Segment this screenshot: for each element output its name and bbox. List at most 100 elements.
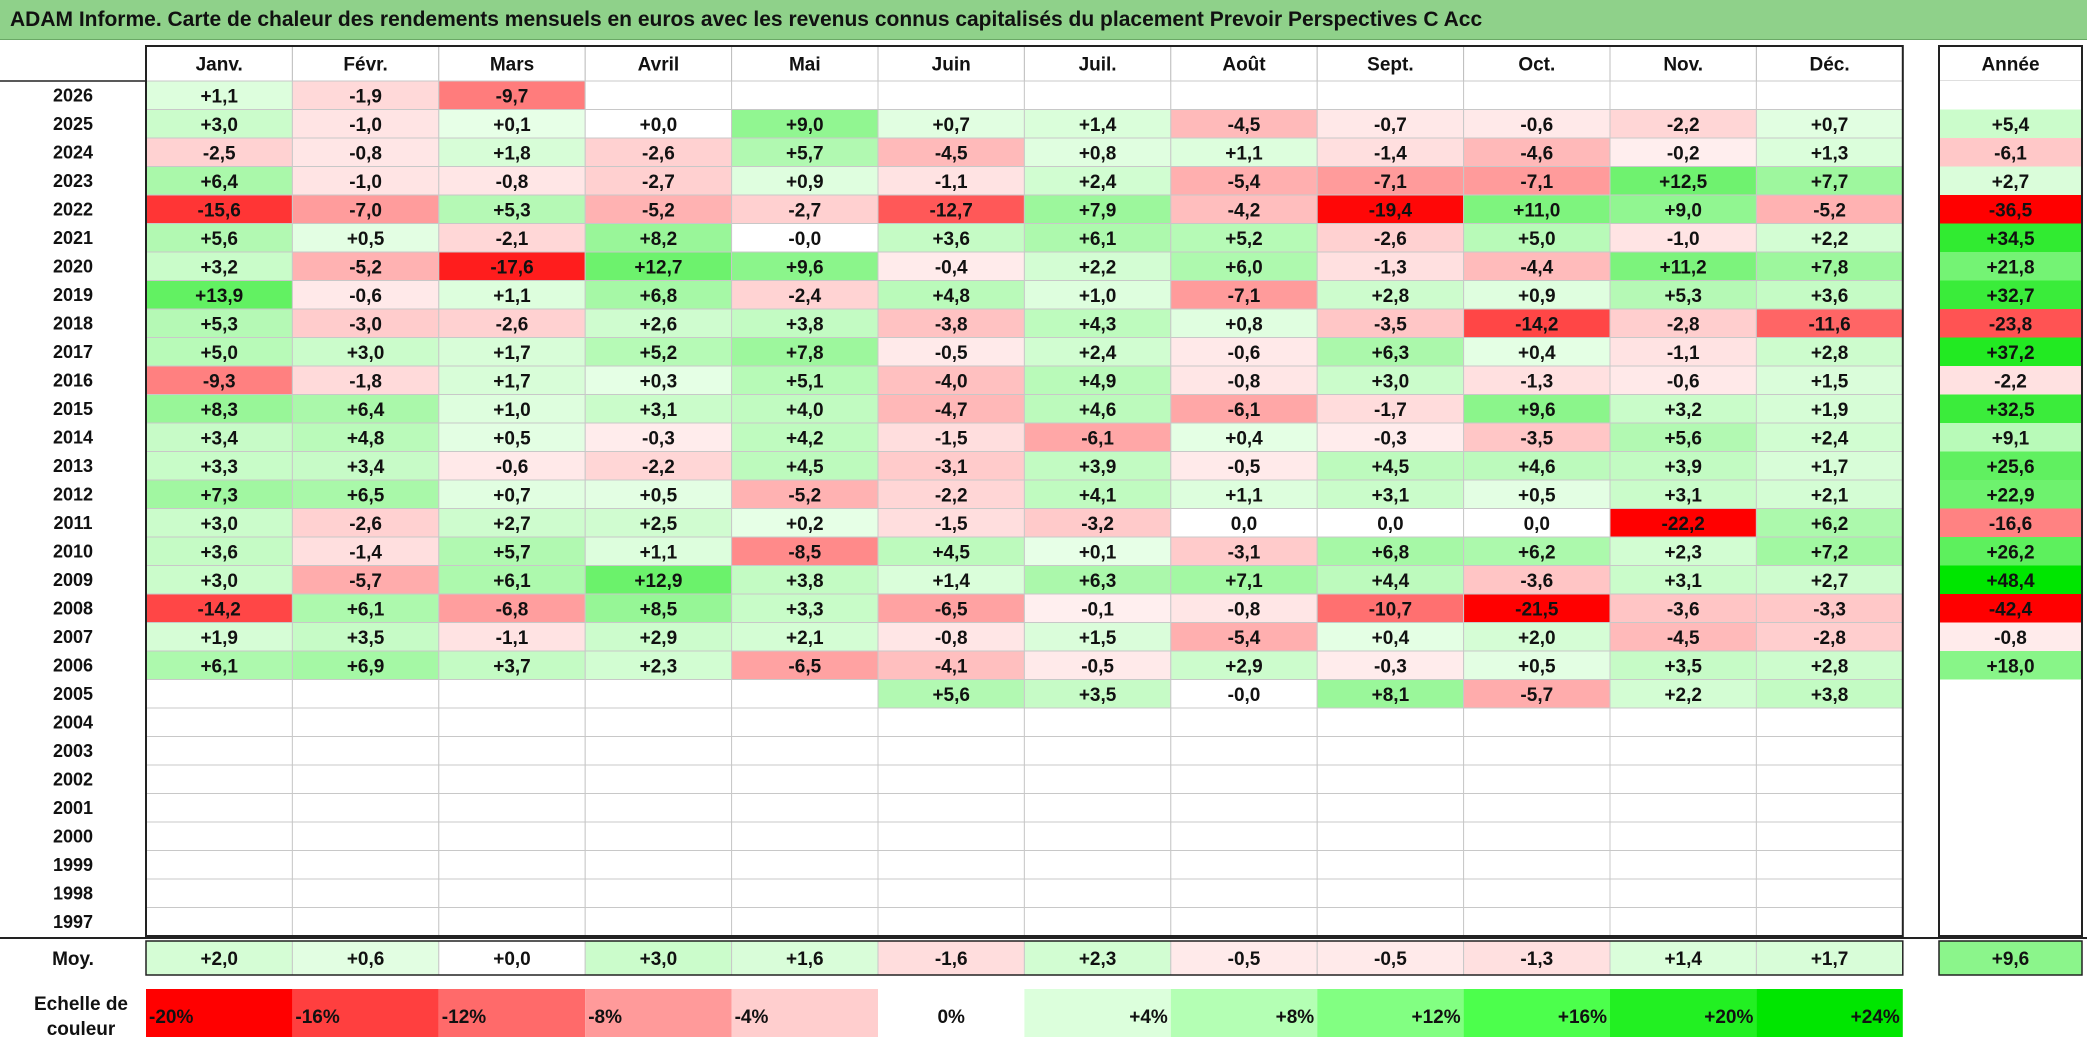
average-cell <box>877 940 1025 976</box>
heatmap-cell <box>1609 565 1757 595</box>
heatmap-cell <box>1023 479 1172 509</box>
heatmap-cell <box>1463 194 1611 224</box>
heatmap-cell <box>1609 137 1757 167</box>
heatmap-cell <box>291 679 440 709</box>
heatmap-cell <box>291 422 440 452</box>
heatmap-cell <box>1316 337 1465 367</box>
heatmap-cell <box>1170 878 1318 908</box>
annual-value: +26,2 <box>1986 542 2034 563</box>
month-header: Févr. <box>343 55 387 76</box>
scale-swatch <box>1463 989 1610 1037</box>
heatmap-cell <box>584 565 733 595</box>
heatmap-cell <box>291 365 440 395</box>
heatmap-cell <box>145 194 293 224</box>
heatmap-cell <box>877 850 1025 880</box>
cell-value: +4,5 <box>1372 457 1410 478</box>
cell-value: +3,8 <box>786 314 824 335</box>
cell-value: +7,9 <box>1079 200 1117 221</box>
heatmap-cell <box>1023 365 1172 395</box>
cell-value: -1,4 <box>349 542 382 563</box>
year-label: 2001 <box>53 798 93 818</box>
heatmap-cell <box>1316 280 1465 310</box>
cell-value: +3,6 <box>200 542 238 563</box>
cell-value: +0,5 <box>493 428 531 449</box>
heatmap-cell <box>1170 422 1318 452</box>
month-header-cell <box>1023 45 1172 82</box>
heatmap-cell <box>1463 622 1611 652</box>
heatmap-cell <box>145 907 293 937</box>
heatmap-cell <box>1755 508 1904 538</box>
cell-value: -2,6 <box>349 514 382 535</box>
annual-value: +32,5 <box>1986 400 2035 421</box>
scale-swatch <box>1170 989 1318 1037</box>
cell-value: -5,7 <box>349 571 382 592</box>
cell-value: -6,5 <box>788 656 821 677</box>
heatmap-cell <box>1463 593 1611 623</box>
cell-value: -0,0 <box>1228 685 1261 706</box>
average-value: +0,0 <box>493 949 531 970</box>
heatmap-cell <box>1463 850 1611 880</box>
cell-value: +2,7 <box>1811 571 1849 592</box>
heatmap-cell <box>1755 821 1904 851</box>
cell-value: -0,7 <box>1374 115 1407 136</box>
cell-value: +5,6 <box>932 685 970 706</box>
cell-value: +0,4 <box>1225 428 1263 449</box>
heatmap-cell <box>877 451 1025 481</box>
cell-value: -5,2 <box>642 200 675 221</box>
cell-value: -1,1 <box>1667 343 1700 364</box>
heatmap-cell <box>731 451 879 481</box>
month-header: Mai <box>789 55 821 76</box>
cell-value: -4,2 <box>1228 200 1261 221</box>
cell-value: -9,3 <box>203 371 236 392</box>
heatmap-cell <box>438 337 586 367</box>
scale-swatch <box>585 989 732 1037</box>
cell-value: +0,9 <box>786 172 824 193</box>
cell-value: +0,8 <box>1079 143 1117 164</box>
cell-value: +6,1 <box>200 656 238 677</box>
heatmap-cell <box>1609 878 1757 908</box>
heatmap-cell <box>1755 850 1904 880</box>
year-label: 2007 <box>53 627 93 647</box>
heatmap-cell <box>1755 736 1904 766</box>
scale-step-label: -12% <box>442 1007 486 1028</box>
cell-value: +4,5 <box>932 542 970 563</box>
cell-value: +5,2 <box>640 343 678 364</box>
heatmap-cell <box>1755 223 1904 253</box>
year-label: 2025 <box>53 114 93 134</box>
cell-value: -1,4 <box>1374 143 1407 164</box>
heatmap-cell <box>877 707 1025 737</box>
cell-value: -1,1 <box>935 172 968 193</box>
heatmap-cell <box>877 764 1025 794</box>
cell-value: +12,5 <box>1659 172 1708 193</box>
annual-cell <box>1939 166 2082 195</box>
cell-value: +4,1 <box>1079 485 1117 506</box>
heatmap-cell <box>438 878 586 908</box>
heatmap-cell <box>584 451 733 481</box>
scale-step-label: +20% <box>1704 1007 1753 1028</box>
heatmap-cell <box>1609 821 1757 851</box>
annual-cell <box>1939 309 2082 338</box>
heatmap-cell <box>1755 878 1904 908</box>
heatmap-cell <box>1170 80 1318 110</box>
heatmap-cell <box>1023 878 1172 908</box>
cell-value: -1,9 <box>349 86 382 107</box>
cell-value: +1,5 <box>1079 628 1117 649</box>
annual-cell <box>1939 765 2082 794</box>
cell-value: -2,2 <box>935 485 968 506</box>
heatmap-cell <box>584 650 733 680</box>
heatmap-cell <box>1609 394 1757 424</box>
cell-value: +7,8 <box>1811 257 1849 278</box>
cell-value: +2,1 <box>1811 485 1849 506</box>
heatmap-cell <box>1463 793 1611 823</box>
heatmap-cell <box>877 80 1025 110</box>
heatmap-cell <box>877 166 1025 196</box>
heatmap-cell <box>438 194 586 224</box>
cell-value: +2,0 <box>1518 628 1556 649</box>
cell-value: +1,7 <box>493 371 531 392</box>
average-cell <box>1755 940 1904 976</box>
heatmap-cell <box>291 878 440 908</box>
heatmap-cell <box>1463 109 1611 139</box>
heatmap-cell <box>1463 137 1611 167</box>
heatmap-cell <box>291 707 440 737</box>
heatmap-cell <box>877 251 1025 281</box>
